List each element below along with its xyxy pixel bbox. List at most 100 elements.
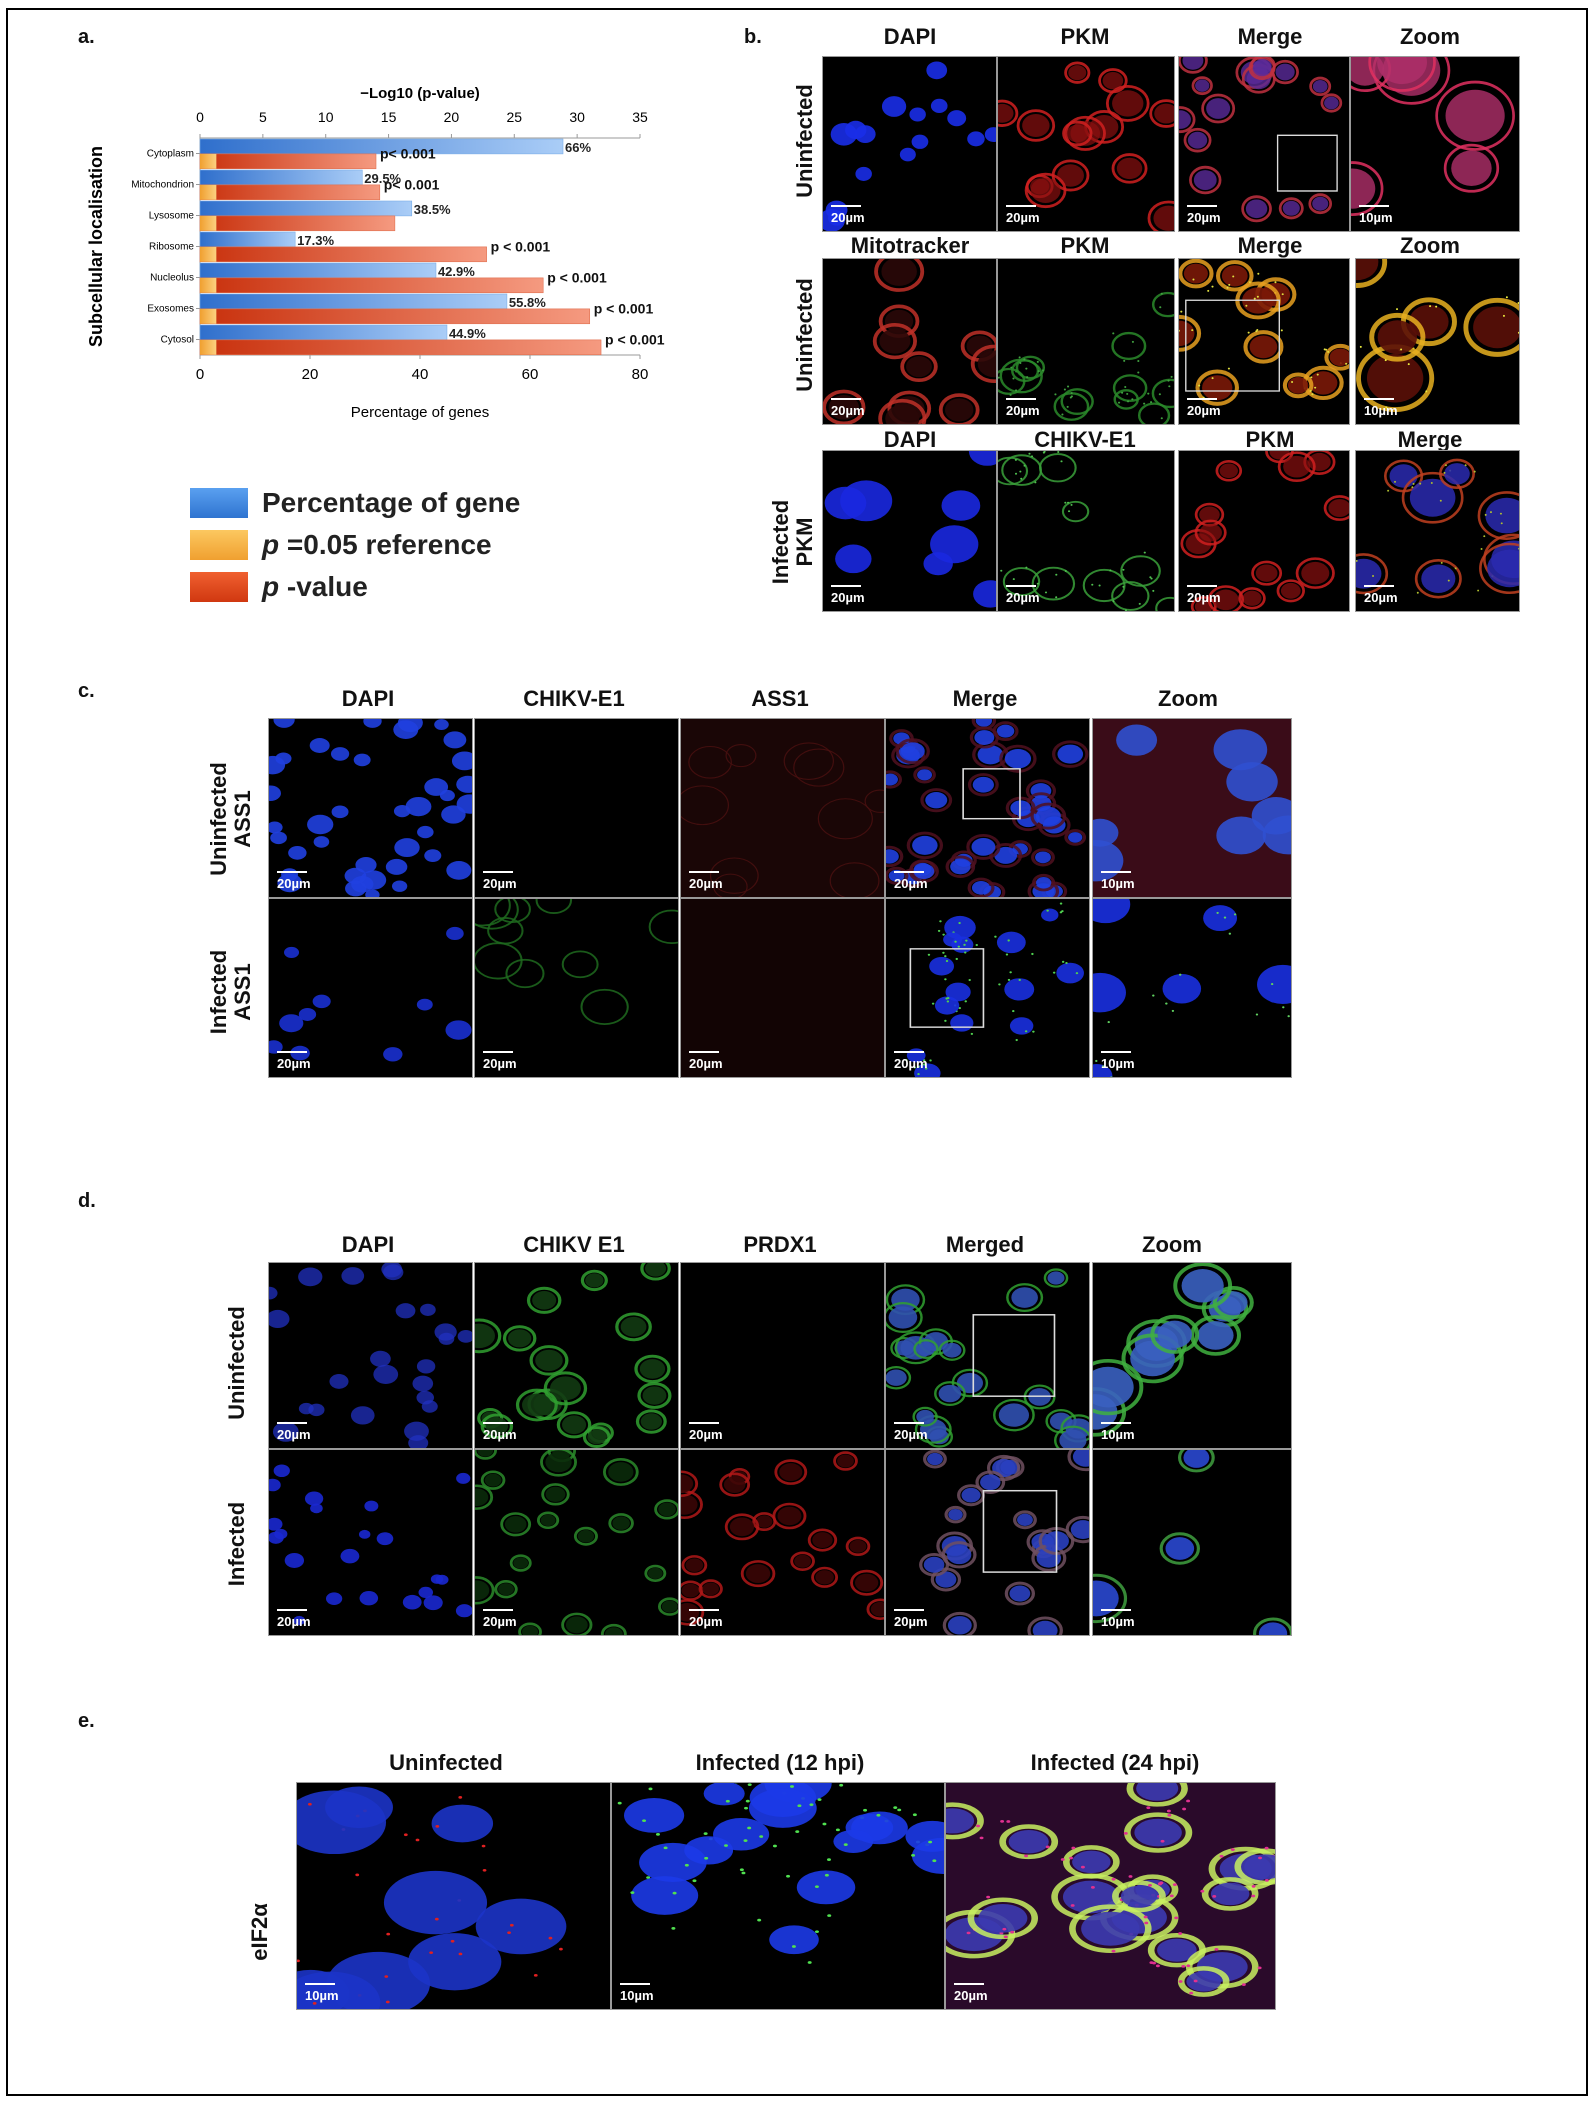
micrograph-image [269,1263,472,1448]
puncta [1065,961,1068,965]
cell-ring [644,1564,667,1582]
cell-nucleus [1081,1911,1140,1946]
category-label: Cytosol [161,335,194,346]
puncta [1144,1921,1149,1925]
puncta [703,1832,708,1836]
cell-ring [475,942,523,980]
d-row1-prdx1: 20µm [680,1262,885,1449]
cell-nucleus [424,849,442,862]
scale-bar-line [689,1609,719,1611]
panel-label-e: e. [78,1710,95,1732]
cell-nucleus [340,1548,360,1564]
puncta [1032,1030,1035,1033]
cell-nucleus [587,1429,607,1445]
d-row2-chikv-e1: 20µm [474,1449,679,1636]
cell-nucleus [849,1539,867,1553]
b-row1-merge: 20µm [1178,56,1350,232]
panel-label-a: a. [78,26,95,48]
cell-ring [1179,57,1208,74]
scale-bar: 20µm [831,585,865,605]
cell-nucleus [779,1463,803,1482]
puncta [1359,345,1362,348]
b-row1-col3-title: Merge [1237,24,1303,49]
cell-nucleus [330,747,350,761]
micrograph-image [475,1263,672,1448]
puncta [1034,481,1037,484]
cell-nucleus [815,1570,834,1585]
cell-nucleus [397,719,423,733]
cell-nucleus [1041,908,1059,922]
puncta [1036,582,1039,585]
cell-nucleus [1183,263,1208,284]
scale-bar: 20µm [1006,585,1040,605]
puncta [672,1891,677,1895]
cell-nucleus [796,1870,856,1905]
scale-bar-label: 20µm [1187,210,1221,225]
cell-nucleus [1116,157,1143,180]
puncta [797,1804,802,1808]
cell-ring [1201,93,1236,124]
cell-nucleus [1287,376,1309,394]
cell-nucleus [745,1564,771,1584]
puncta [1014,458,1017,461]
puncta [1095,1059,1098,1063]
cell-ring [1189,165,1222,195]
b-row3-col2-title: CHIKV-E1 [1034,427,1136,452]
cell-ring [494,899,531,923]
scale-bar-line [1101,1609,1131,1611]
puncta [1063,388,1066,391]
puncta [1255,330,1258,333]
scale-bar: 20µm [689,1609,723,1629]
cell-nucleus [549,1376,581,1401]
cell-nucleus [681,1603,700,1622]
scale-bar-line [483,1422,513,1424]
data-label-pvalue: p < 0.001 [491,238,551,254]
b-row3-col4-title: Merge [1397,427,1463,452]
scale-bar-label: 20µm [483,1056,517,1071]
cell-ring [866,1598,884,1620]
puncta [1160,1839,1165,1843]
puncta [1454,567,1457,570]
puncta [944,978,947,981]
scale-bar: 20µm [483,1609,517,1629]
scale-bar-label: 20µm [1006,590,1040,605]
cell-nucleus [279,1014,304,1033]
scale-bar: 10µm [1101,1422,1135,1442]
cell-ring [913,766,936,784]
puncta [976,1824,981,1828]
puncta [1181,1964,1186,1968]
cell-nucleus [385,858,408,875]
puncta [1430,481,1433,484]
cell-nucleus [1068,832,1083,843]
puncta [1241,1983,1246,1987]
micrograph-image [1179,259,1349,406]
cell-ring [811,1566,839,1588]
scale-bar-label: 20µm [689,1056,723,1071]
bottom-tick-label: 60 [522,366,539,383]
cell-nucleus [1004,748,1032,769]
puncta [1257,1966,1262,1970]
cell-nucleus [412,1375,434,1392]
puncta [817,1798,822,1802]
cell-nucleus [408,1933,502,1991]
cell-nucleus [1070,1520,1089,1539]
puncta [931,1002,935,1005]
cell-nucleus [297,1790,387,1855]
cell-nucleus [1421,564,1456,593]
puncta [1059,902,1063,905]
puncta [1407,363,1410,366]
cell-ring [536,1511,560,1530]
cell-nucleus [1301,561,1330,585]
cell-ring [1194,519,1227,546]
puncta [1128,1875,1133,1878]
puncta [1152,994,1155,997]
b-row3-col3-title: PKM [1245,427,1295,452]
puncta [1121,391,1124,394]
cell-ring [526,1286,562,1314]
d-row1-merged: 20µm [885,1262,1090,1449]
cell-nucleus [855,166,872,181]
cell-ring [518,1622,542,1635]
puncta [1098,584,1101,587]
puncta [1090,1886,1095,1889]
cell-ring [945,855,976,878]
